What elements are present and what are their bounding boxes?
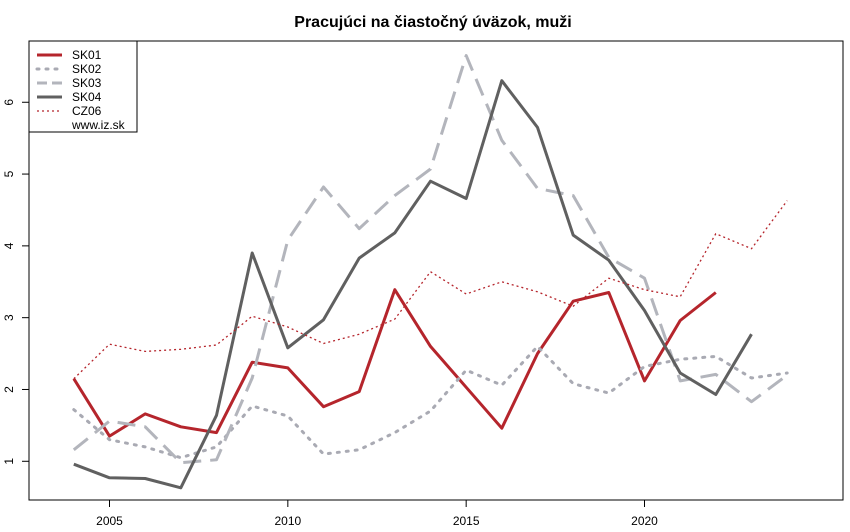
series-layer xyxy=(72,54,789,490)
series-line-sk03 xyxy=(72,54,789,465)
y-tick-label: 1 xyxy=(2,458,16,465)
legend-label-sk01: SK01 xyxy=(72,48,102,62)
series-line-sk04 xyxy=(73,79,753,490)
series-line-sk02 xyxy=(72,344,789,460)
x-tick-label: 2020 xyxy=(631,514,658,528)
legend-label-sk04: SK04 xyxy=(72,90,102,104)
y-tick-label: 4 xyxy=(2,242,16,249)
x-tick-label: 2015 xyxy=(453,514,480,528)
legend-source-note: www.iz.sk xyxy=(71,118,126,132)
series-line-cz06 xyxy=(73,200,788,380)
y-tick-label: 5 xyxy=(2,170,16,177)
legend-label-sk03: SK03 xyxy=(72,76,102,90)
y-tick-label: 3 xyxy=(2,314,16,321)
series-line-sk01 xyxy=(72,288,717,438)
legend-label-cz06: CZ06 xyxy=(72,104,102,118)
y-tick-label: 6 xyxy=(2,99,16,106)
x-tick-label: 2005 xyxy=(96,514,123,528)
chart-title: Pracujúci na čiastočný úväzok, muži xyxy=(294,14,571,31)
x-axis: 2005 2010 2015 2020 xyxy=(96,499,658,528)
y-axis: 1 2 3 4 5 6 xyxy=(2,99,30,465)
y-tick-label: 2 xyxy=(2,386,16,393)
x-tick-label: 2010 xyxy=(274,514,301,528)
legend-label-sk02: SK02 xyxy=(72,62,102,76)
